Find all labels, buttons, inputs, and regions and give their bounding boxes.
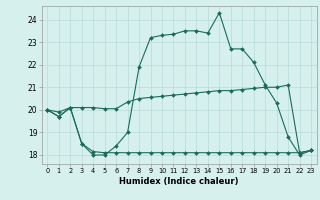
X-axis label: Humidex (Indice chaleur): Humidex (Indice chaleur) <box>119 177 239 186</box>
